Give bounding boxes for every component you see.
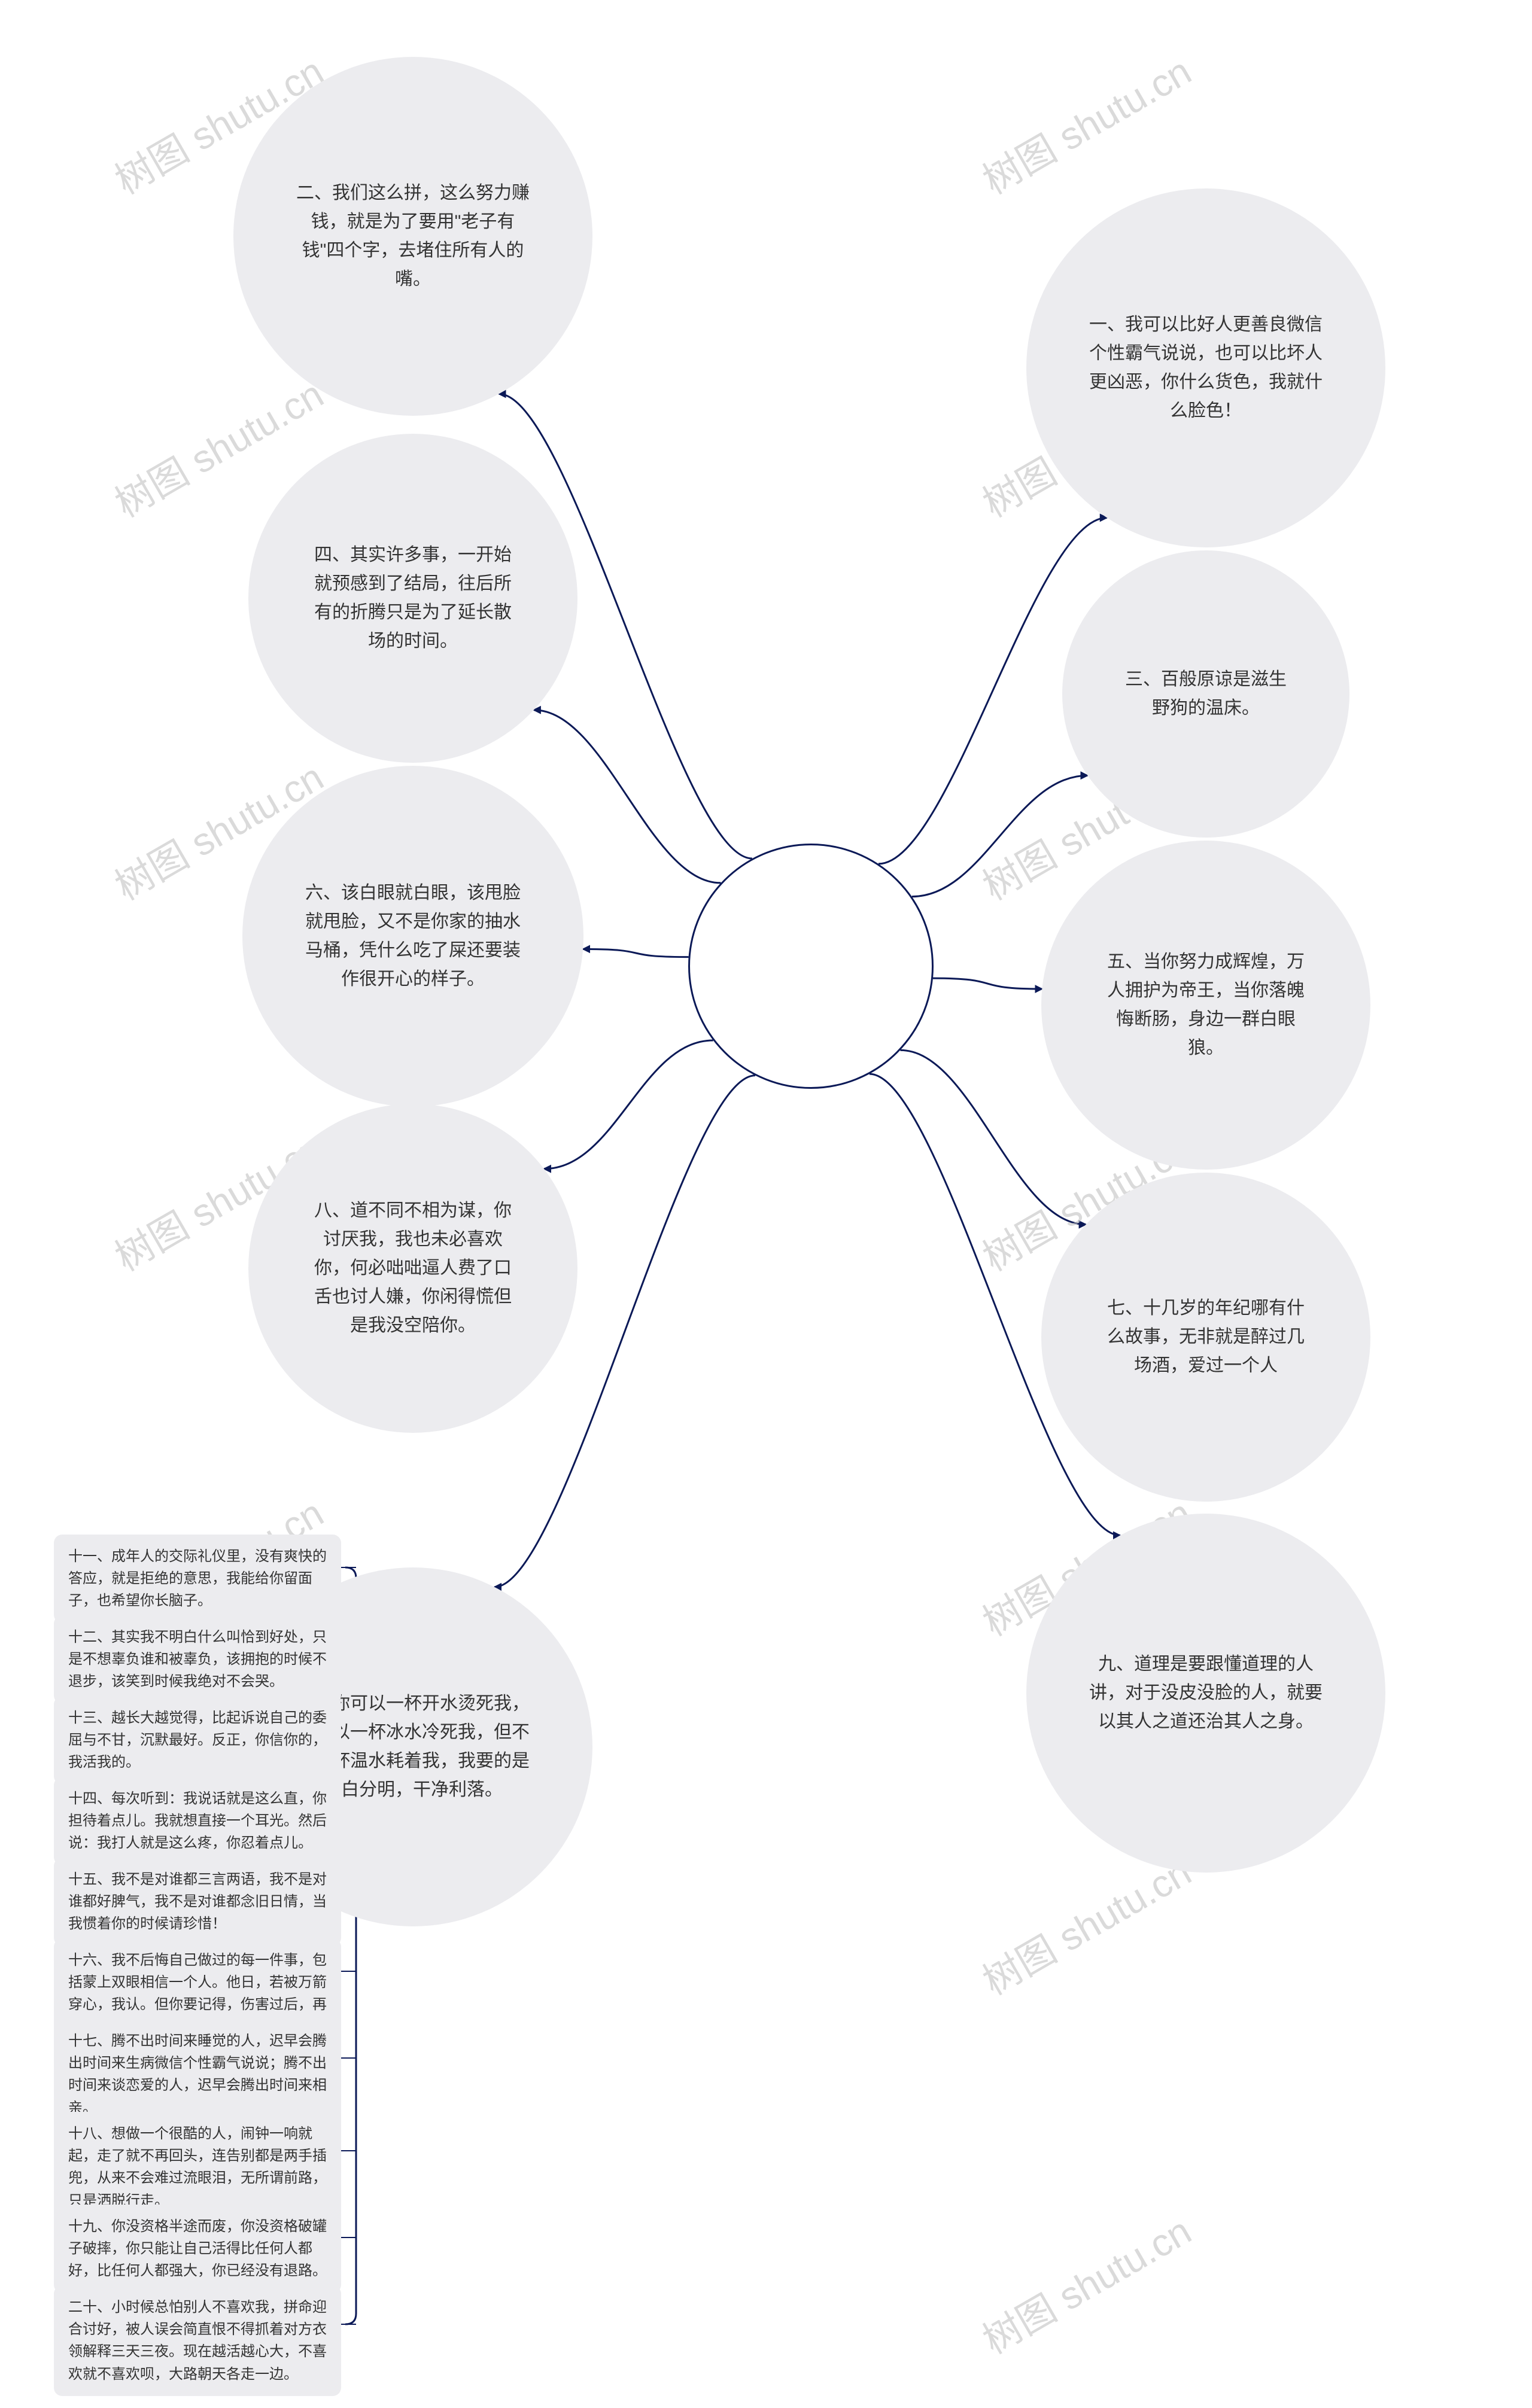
leaf-circle-text: 三、百般原谅是滋生野狗的温床。	[1086, 629, 1326, 759]
watermark: 树图 shutu.cn	[971, 2201, 1200, 2365]
edge	[544, 1040, 713, 1169]
leaf-rect-r11: 十一、成年人的交际礼仪里，没有爽快的答应，就是拒绝的意思，我能给你留面子，也希望…	[54, 1535, 341, 1623]
center-node	[688, 844, 934, 1089]
leaf-rect-text: 十九、你没资格半途而废，你没资格破罐子破摔，你只能让自己活得比任何人都好，比任何…	[68, 2215, 327, 2282]
leaf-rect-r20: 二十、小时候总怕别人不喜欢我，拼命迎合讨好，被人误会简直恨不得抓着对方衣领解释三…	[54, 2285, 341, 2396]
edge	[912, 775, 1088, 896]
leaf-rect-text: 十八、想做一个很酷的人，闹钟一响就起，走了就不再回头，连告别都是两手插兜，从来不…	[68, 2123, 327, 2212]
leaf-rect-text: 二十、小时候总怕别人不喜欢我，拼命迎合讨好，被人误会简直恨不得抓着对方衣领解释三…	[68, 2296, 327, 2385]
leaf-circle-text: 一、我可以比好人更善良微信个性霸气说说，也可以比坏人更凶恶，你什么货色，我就什么…	[1050, 275, 1361, 461]
leaf-rect-r13: 十三、越长大越觉得，比起诉说自己的委屈与不甘，沉默最好。反正，你信你的，我活我的…	[54, 1696, 341, 1785]
leaf-circle-c3: 三、百般原谅是滋生野狗的温床。	[1062, 550, 1349, 838]
leaf-rect-r15: 十五、我不是对谁都三言两语，我不是对谁都好脾气，我不是对谁都念旧日情，当我惯着你…	[54, 1858, 341, 1946]
leaf-circle-c5: 五、当你努力成辉煌，万人拥护为帝王，当你落魄悔断肠，身边一群白眼狼。	[1041, 841, 1370, 1170]
leaf-rect-r12: 十二、其实我不明白什么叫恰到好处，只是不想辜负谁和被辜负，该拥抱的时候不退步，该…	[54, 1615, 341, 1704]
leaf-circle-c4: 四、其实许多事，一开始就预感到了结局，往后所有的折腾只是为了延长散场的时间。	[248, 434, 577, 763]
leaf-circle-text: 七、十几岁的年纪哪有什么故事，无非就是醉过几场酒，爱过一个人	[1065, 1258, 1346, 1416]
leaf-circle-text: 四、其实许多事，一开始就预感到了结局，往后所有的折腾只是为了延长散场的时间。	[272, 505, 554, 692]
leaf-rect-r19: 十九、你没资格半途而废，你没资格破罐子破摔，你只能让自己活得比任何人都好，比任何…	[54, 2205, 341, 2293]
leaf-rect-r14: 十四、每次听到：我说话就是这么直，你担待着点儿。我就想直接一个耳光。然后说：我打…	[54, 1777, 341, 1865]
leaf-rect-text: 十五、我不是对谁都三言两语，我不是对谁都好脾气，我不是对谁都念旧日情，当我惯着你…	[68, 1868, 327, 1935]
leaf-rect-text: 十七、腾不出时间来睡觉的人，迟早会腾出时间来生病微信个性霸气说说；腾不出时间来谈…	[68, 2030, 327, 2119]
leaf-circle-text: 九、道理是要跟懂道理的人讲，对于没皮没脸的人，就要以其人之道还治其人之身。	[1050, 1614, 1361, 1772]
leaf-circle-c7: 七、十几岁的年纪哪有什么故事，无非就是醉过几场酒，爱过一个人	[1041, 1173, 1370, 1502]
leaf-circle-c6: 六、该白眼就白眼，该甩脸就甩脸，又不是你家的抽水马桶，凭什么吃了屎还要装作很开心…	[242, 766, 583, 1107]
leaf-circle-text: 二、我们这么拼，这么努力赚钱，就是为了要用"老子有钱"四个字，去堵住所有人的嘴。	[257, 143, 569, 330]
leaf-circle-text: 八、道不同不相为谋，你讨厌我，我也未必喜欢你，何必咄咄逼人费了口舌也讨人嫌，你闲…	[272, 1161, 554, 1376]
edge	[583, 949, 688, 957]
mindmap-canvas: 树图 shutu.cn树图 shutu.cn树图 shutu.cn树图 shut…	[0, 0, 1532, 2408]
leaf-circle-c8: 八、道不同不相为谋，你讨厌我，我也未必喜欢你，何必咄咄逼人费了口舌也讨人嫌，你闲…	[248, 1104, 577, 1433]
leaf-rect-text: 十三、越长大越觉得，比起诉说自己的委屈与不甘，沉默最好。反正，你信你的，我活我的…	[68, 1707, 327, 1774]
watermark: 树图 shutu.cn	[971, 41, 1200, 205]
leaf-circle-text: 五、当你努力成辉煌，万人拥护为帝王，当你落魄悔断肠，身边一群白眼狼。	[1065, 912, 1346, 1098]
leaf-circle-c1: 一、我可以比好人更善良微信个性霸气说说，也可以比坏人更凶恶，你什么货色，我就什么…	[1026, 188, 1385, 547]
edge	[933, 978, 1042, 989]
leaf-rect-text: 十四、每次听到：我说话就是这么直，你担待着点儿。我就想直接一个耳光。然后说：我打…	[68, 1788, 327, 1855]
leaf-circle-text: 六、该白眼就白眼，该甩脸就甩脸，又不是你家的抽水马桶，凭什么吃了屎还要装作很开心…	[266, 843, 560, 1030]
leaf-circle-c2: 二、我们这么拼，这么努力赚钱，就是为了要用"老子有钱"四个字，去堵住所有人的嘴。	[233, 57, 592, 416]
leaf-circle-c9: 九、道理是要跟懂道理的人讲，对于没皮没脸的人，就要以其人之道还治其人之身。	[1026, 1514, 1385, 1873]
leaf-rect-text: 十二、其实我不明白什么叫恰到好处，只是不想辜负谁和被辜负，该拥抱的时候不退步，该…	[68, 1626, 327, 1693]
leaf-rect-text: 十一、成年人的交际礼仪里，没有爽快的答应，就是拒绝的意思，我能给你留面子，也希望…	[68, 1545, 327, 1612]
